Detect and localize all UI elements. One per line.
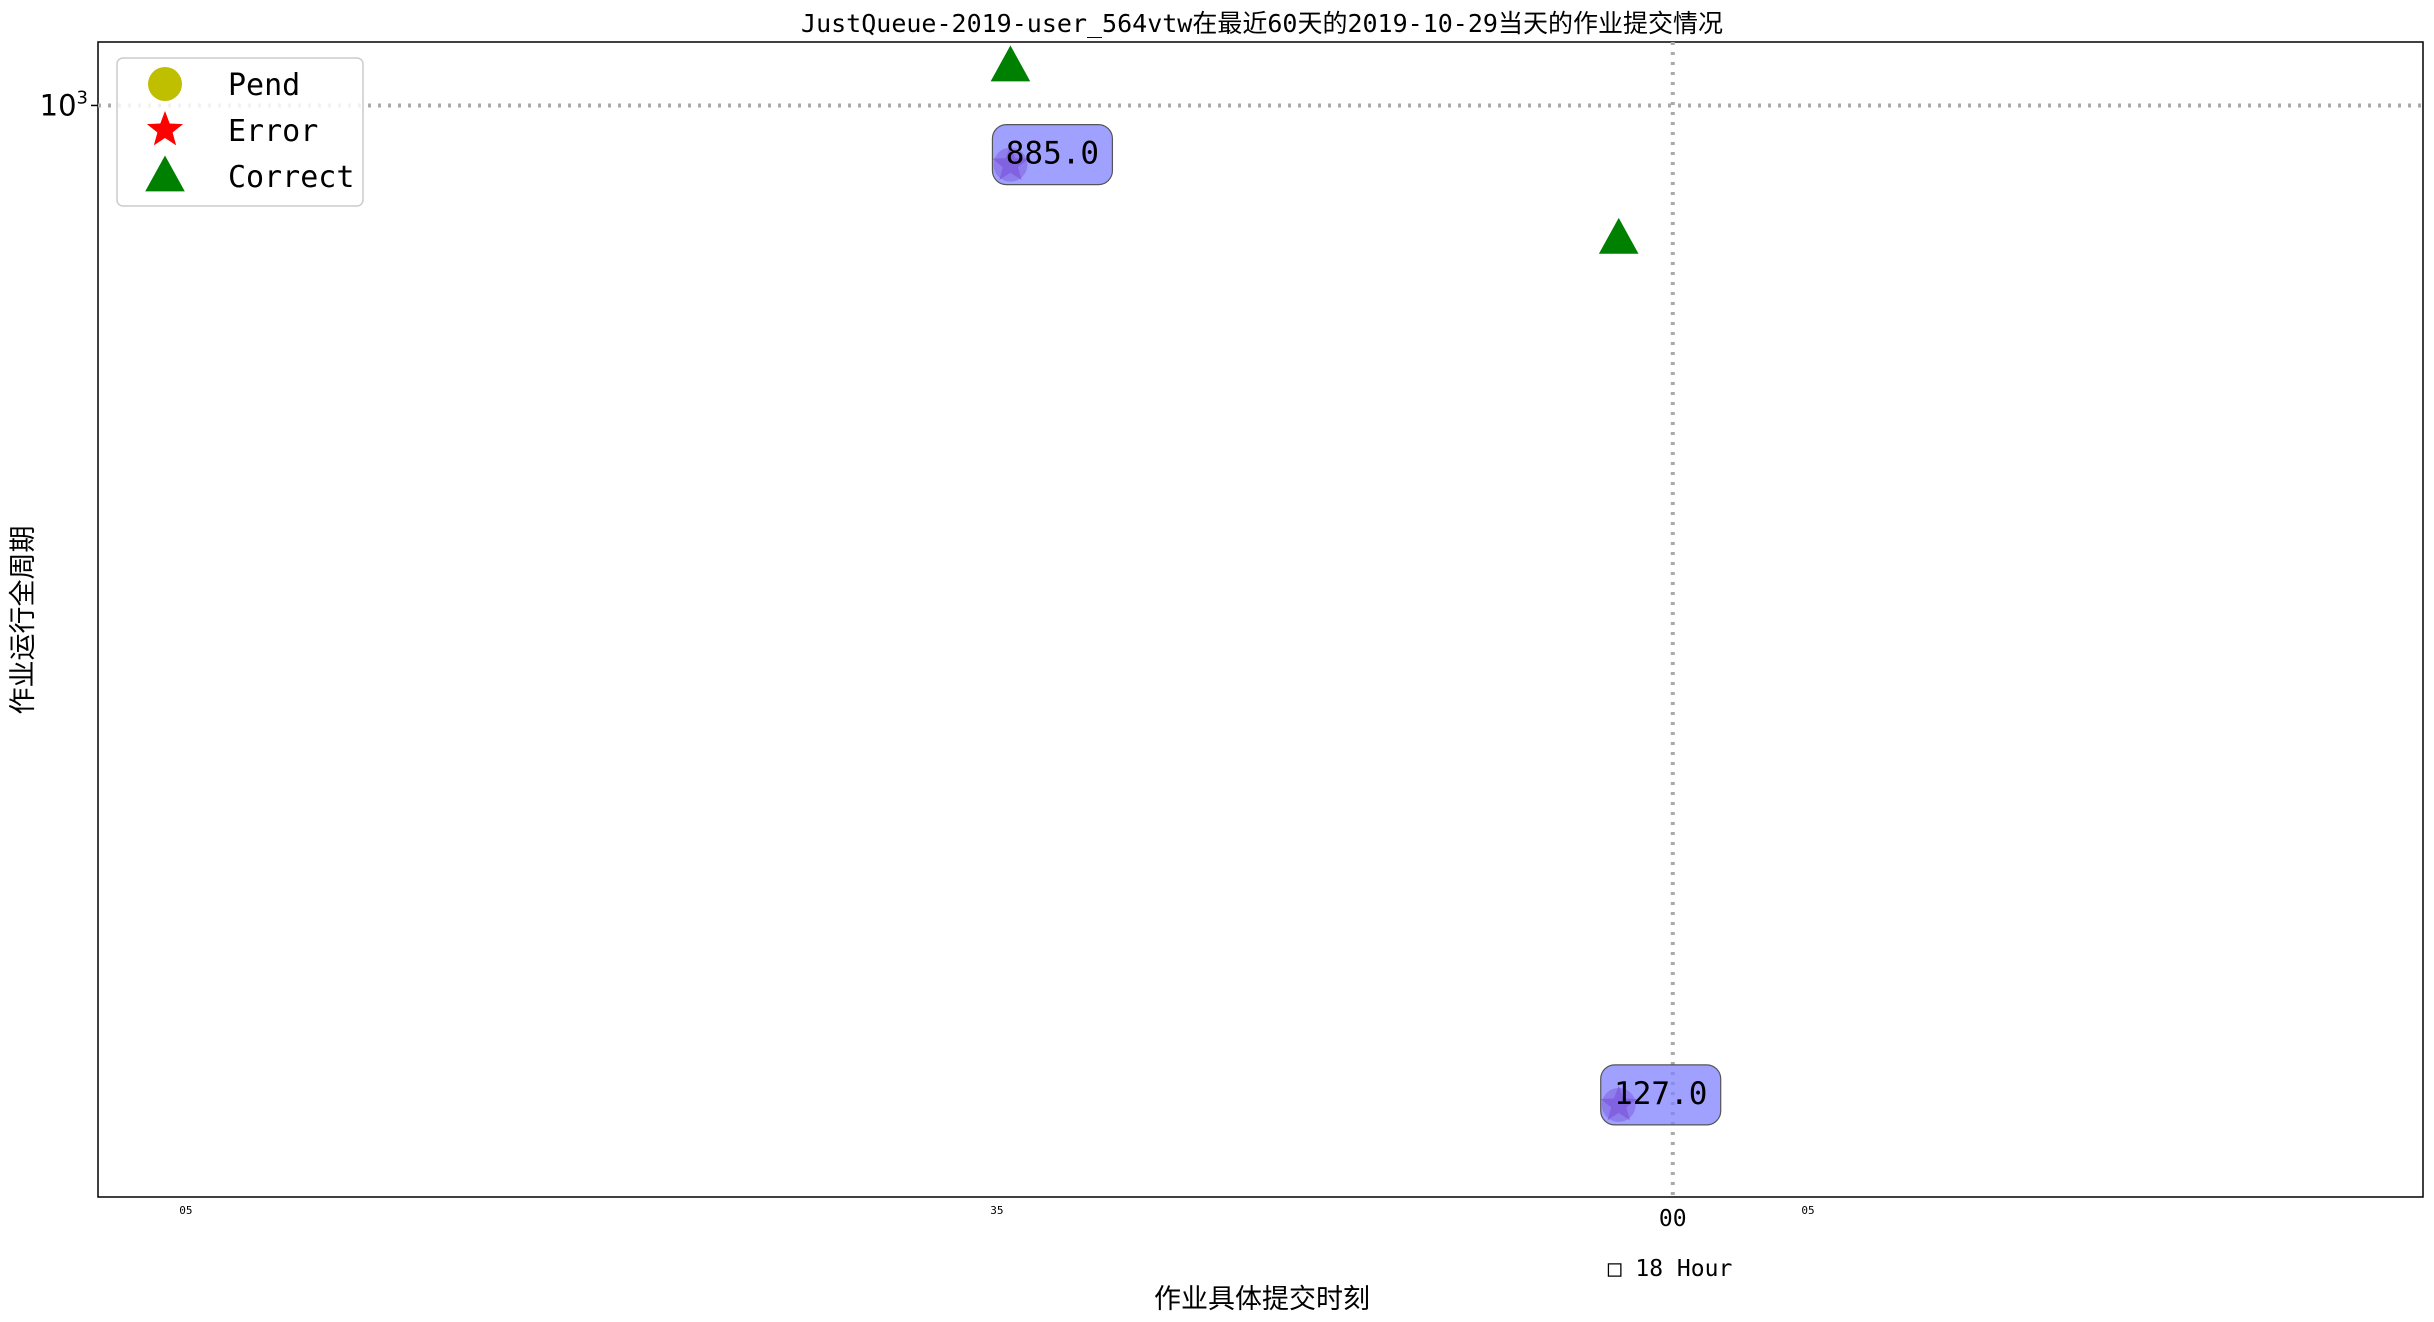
legend-entry-error: Error (146, 111, 318, 149)
y-axis-ticks: 103 (40, 87, 98, 122)
legend-label: Error (228, 114, 318, 149)
data-annotations: 885.0 127.0 (991, 124, 1722, 1126)
legend-label: Pend (228, 68, 300, 103)
annotation-box (991, 124, 1114, 186)
legend-star-icon (146, 111, 184, 146)
reference-lines (98, 42, 2423, 1197)
x-tick-label: 35 (990, 1204, 1003, 1217)
y-tick-label: 103 (40, 87, 88, 122)
legend-triangle-icon (145, 155, 185, 192)
annotation-label: 885.0 (1006, 136, 1099, 172)
y-axis-label: 作业运行全周期 (8, 526, 39, 715)
legend-circle-icon (148, 67, 182, 101)
x-axis-unit-label: □ 18 Hour (1608, 1256, 1733, 1282)
x-tick-label: 00 (1659, 1206, 1687, 1232)
legend-entry-pend: Pend (148, 67, 300, 103)
x-tick-label: 05 (1801, 1204, 1814, 1217)
plot-frame (97, 41, 2424, 1198)
legend-box (116, 57, 364, 207)
legend-entry-correct: Correct (145, 155, 354, 195)
x-axis-label: 作业具体提交时刻 (1154, 1284, 1370, 1315)
value-annotation: 127.0 (1600, 1064, 1722, 1126)
value-annotation: 885.0 (991, 124, 1114, 186)
x-axis-ticks: 05 35 00 05 (179, 1204, 1814, 1232)
annotation-box (1600, 1064, 1722, 1126)
legend-entries: Pend Error Correct (145, 67, 354, 195)
annotation-label: 127.0 (1614, 1076, 1707, 1112)
plot-area: 885.0 127.0 (97, 41, 2424, 1198)
data-marks (990, 45, 1639, 1122)
correct-point (990, 45, 1031, 82)
correct-point (1598, 217, 1639, 254)
x-tick-label: 05 (179, 1204, 192, 1217)
chart-title: JustQueue-2019-user_564vtw在最近60天的2019-10… (801, 9, 1723, 38)
legend-label: Correct (228, 160, 354, 195)
legend: Pend Error Correct (116, 57, 364, 207)
